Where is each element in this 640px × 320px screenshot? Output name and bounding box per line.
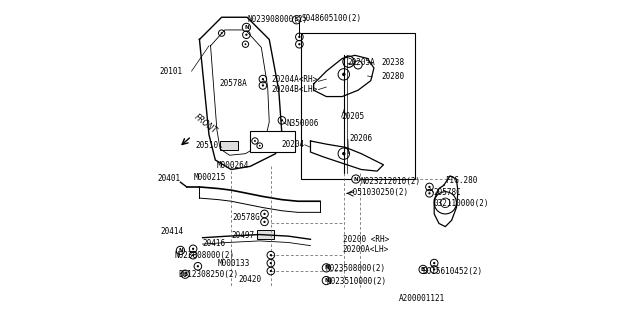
- Text: 20497: 20497: [232, 231, 255, 240]
- Text: M000264: M000264: [216, 161, 248, 170]
- Circle shape: [259, 145, 260, 147]
- Circle shape: [221, 32, 223, 34]
- Text: FRONT: FRONT: [193, 112, 218, 135]
- Circle shape: [263, 213, 266, 215]
- Text: A200001121: A200001121: [399, 294, 445, 303]
- Text: 20238: 20238: [382, 58, 405, 67]
- Circle shape: [428, 192, 431, 195]
- Circle shape: [244, 43, 246, 45]
- Circle shape: [262, 78, 264, 80]
- Text: B012308250(2): B012308250(2): [179, 270, 239, 279]
- Circle shape: [322, 264, 330, 272]
- Text: N: N: [244, 25, 249, 30]
- Text: 20204: 20204: [282, 140, 305, 149]
- Circle shape: [181, 270, 189, 278]
- Text: 20205A: 20205A: [348, 58, 376, 67]
- Circle shape: [281, 119, 283, 122]
- Text: N: N: [324, 265, 329, 270]
- Text: 20206: 20206: [349, 134, 372, 143]
- Text: 20420: 20420: [238, 276, 261, 284]
- Text: 20200 <RH>: 20200 <RH>: [343, 236, 389, 244]
- Text: 20401: 20401: [157, 174, 180, 183]
- Circle shape: [196, 265, 199, 268]
- Text: 20280: 20280: [382, 72, 405, 81]
- Circle shape: [342, 73, 346, 76]
- Circle shape: [254, 140, 256, 142]
- Circle shape: [269, 254, 272, 256]
- Circle shape: [192, 248, 195, 250]
- Text: M000133: M000133: [217, 259, 250, 268]
- Text: N023510000(2): N023510000(2): [327, 277, 387, 286]
- Text: ←051030250(2): ←051030250(2): [349, 188, 410, 197]
- Text: 20416: 20416: [202, 239, 225, 248]
- Text: N: N: [353, 177, 358, 181]
- Circle shape: [428, 186, 431, 188]
- Circle shape: [322, 276, 330, 285]
- Text: 20578C: 20578C: [433, 188, 461, 197]
- Circle shape: [298, 36, 301, 38]
- Text: 20578G: 20578G: [232, 213, 260, 222]
- Circle shape: [342, 152, 346, 156]
- Bar: [257, 230, 274, 239]
- Text: N: N: [324, 278, 329, 283]
- Text: N023508000(2): N023508000(2): [326, 264, 386, 273]
- Text: B: B: [183, 272, 188, 277]
- Circle shape: [243, 23, 250, 32]
- Text: 20204A<RH>: 20204A<RH>: [271, 75, 317, 84]
- Circle shape: [419, 265, 428, 274]
- Circle shape: [262, 84, 264, 87]
- Circle shape: [298, 43, 301, 45]
- Circle shape: [263, 221, 266, 223]
- Text: S048605100(2): S048605100(2): [301, 14, 362, 23]
- Text: N023908000(2): N023908000(2): [248, 15, 308, 24]
- Circle shape: [433, 262, 435, 264]
- Bar: [220, 141, 237, 150]
- Circle shape: [269, 262, 272, 264]
- Text: N350006: N350006: [287, 119, 319, 128]
- Text: 20205: 20205: [342, 112, 365, 121]
- Text: N023808000(2): N023808000(2): [174, 251, 234, 260]
- Circle shape: [245, 34, 248, 36]
- Bar: [250, 132, 294, 152]
- Circle shape: [192, 254, 195, 256]
- Text: FIG.280: FIG.280: [445, 176, 477, 185]
- Text: M000215: M000215: [194, 173, 227, 182]
- Text: B: B: [421, 267, 425, 272]
- Text: 20578A: 20578A: [220, 79, 247, 88]
- Text: 20101: 20101: [160, 67, 183, 76]
- Text: S: S: [294, 17, 298, 22]
- Bar: [301, 33, 415, 179]
- Text: 20510: 20510: [195, 141, 218, 150]
- Circle shape: [269, 270, 272, 272]
- Circle shape: [352, 175, 360, 183]
- Text: B015610452(2): B015610452(2): [422, 267, 483, 276]
- Circle shape: [292, 16, 301, 24]
- Text: 20414: 20414: [161, 227, 184, 236]
- Text: N: N: [178, 248, 183, 253]
- Text: 20204B<LH>: 20204B<LH>: [271, 85, 317, 94]
- Circle shape: [176, 246, 184, 254]
- Circle shape: [433, 268, 435, 271]
- Text: N023212010(2): N023212010(2): [360, 177, 420, 186]
- Text: 20200A<LH>: 20200A<LH>: [343, 245, 389, 254]
- Text: 032110000(2): 032110000(2): [433, 199, 489, 208]
